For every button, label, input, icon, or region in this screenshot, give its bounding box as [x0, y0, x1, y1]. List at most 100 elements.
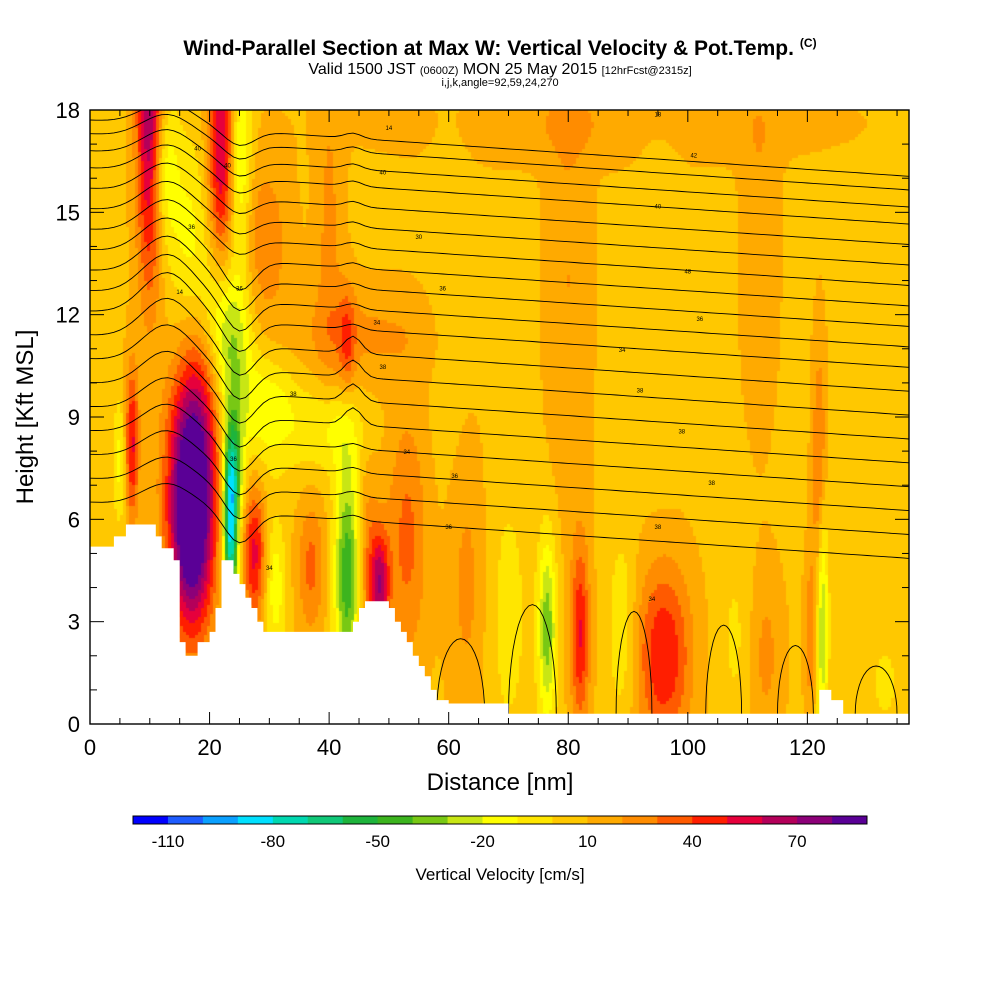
- colorbar-swatch: [167, 816, 204, 824]
- colorbar-swatch: [552, 816, 588, 824]
- contour-label: 36: [451, 474, 458, 480]
- x-tick-label: 40: [317, 735, 341, 760]
- theta-contour: [90, 483, 909, 559]
- contour-label: 14: [176, 290, 183, 296]
- x-tick-label: 80: [556, 735, 580, 760]
- y-tick-label: 18: [56, 98, 80, 123]
- colorbar-frame: [132, 815, 868, 825]
- contour-label: 40: [224, 164, 231, 170]
- x-tick-label: 100: [669, 735, 706, 760]
- colorbar-swatch: [482, 816, 518, 824]
- contour-label: 36: [188, 225, 195, 231]
- colorbar-swatch: [797, 816, 833, 824]
- contour-label: 38: [380, 365, 387, 371]
- colorbar-swatch: [272, 816, 309, 824]
- colorbar-swatch: [377, 816, 414, 824]
- theta-contour: [90, 129, 909, 208]
- contour-label: 40: [194, 147, 201, 153]
- theta-contour: [90, 199, 909, 286]
- colorbar-tick-label: -20: [470, 832, 495, 851]
- contour-labels: 4040361440301842404836143636343438383838…: [176, 112, 715, 602]
- chart-subtitle-indices: i,j,k,angle=92,59,24,270: [441, 77, 559, 89]
- theta-contour: [90, 377, 909, 464]
- colorbar-swatch: [342, 816, 379, 824]
- colorbar-swatch: [517, 816, 553, 824]
- contour-label: 40: [655, 205, 662, 211]
- colorbar-swatch: [727, 816, 763, 824]
- colorbar-tick-label: -50: [365, 832, 390, 851]
- theta-contour: [854, 665, 898, 714]
- y-tick-label: 9: [68, 405, 80, 430]
- theta-contour: [90, 110, 909, 177]
- colorbar-swatch: [657, 816, 693, 824]
- theta-contour: [615, 610, 653, 714]
- contour-label: 38: [708, 481, 715, 487]
- theta-contour: [777, 645, 814, 714]
- colorbar-swatch: [237, 816, 274, 824]
- chart-title: Wind-Parallel Section at Max W: Vertical…: [183, 36, 817, 60]
- chart-subtitle: Valid 1500 JST (0600Z) MON 25 May 2015 […: [308, 61, 692, 78]
- colorbar-swatch: [447, 816, 483, 824]
- y-tick-label: 0: [68, 712, 80, 737]
- colorbar-tick-label: -110: [152, 832, 185, 851]
- theta-contour: [508, 604, 557, 714]
- colorbar-tick-label: 10: [578, 832, 597, 851]
- theta-contour: [90, 180, 909, 266]
- colorbar-label: Vertical Velocity [cm/s]: [415, 865, 584, 884]
- theta-contour: [90, 162, 909, 245]
- contour-label: 34: [619, 348, 626, 354]
- theta-contour: [90, 217, 909, 307]
- colorbar-swatch: [692, 816, 728, 824]
- theta-contour: [90, 297, 909, 392]
- colorbar-swatch: [307, 816, 344, 824]
- contour-label: 38: [678, 430, 685, 436]
- colorbar-swatch: [202, 816, 239, 824]
- theta-contour: [436, 638, 486, 714]
- colorbar-swatch: [587, 816, 623, 824]
- x-tick-label: 0: [84, 735, 96, 760]
- colorbar-swatch: [832, 816, 868, 824]
- contour-label: 36: [696, 317, 703, 323]
- contour-label: 36: [230, 457, 237, 463]
- colorbar-swatch: [133, 816, 169, 824]
- contour-label: 34: [374, 321, 381, 327]
- y-axis-label: Height [Kft MSL]: [12, 330, 39, 505]
- x-tick-label: 120: [789, 735, 826, 760]
- colorbar-swatch: [622, 816, 658, 824]
- theta-contour: [90, 235, 909, 327]
- theta-contour: [90, 253, 909, 348]
- colorbar-tick-label: 70: [788, 832, 807, 851]
- colorbar-swatch: [412, 816, 448, 824]
- x-axis-label: Distance [nm]: [427, 769, 574, 796]
- theta-contour: [90, 403, 909, 488]
- contour-label: 40: [380, 170, 387, 176]
- contour-label: 14: [386, 126, 393, 132]
- theta-contour: [90, 113, 909, 191]
- contour-label: 36: [445, 525, 452, 531]
- theta-contour: [90, 324, 909, 416]
- y-tick-label: 3: [68, 610, 80, 635]
- contour-label: 38: [637, 389, 644, 395]
- theta-contour: [90, 272, 909, 368]
- contour-label: 34: [403, 450, 410, 456]
- x-tick-label: 20: [197, 735, 221, 760]
- theta-contour: [705, 624, 743, 714]
- theta-contour: [90, 144, 909, 225]
- terrain-mask: [90, 524, 909, 724]
- contour-label: 30: [415, 235, 422, 241]
- y-tick-label: 6: [68, 507, 80, 532]
- y-tick-label: 15: [56, 200, 80, 225]
- y-tick-label: 12: [56, 303, 80, 328]
- theta-contour: [90, 456, 909, 535]
- colorbar-swatch: [762, 816, 798, 824]
- contour-label: 34: [649, 597, 656, 603]
- contour-label: 38: [655, 525, 662, 531]
- potential-temperature-contours: [90, 110, 909, 714]
- colorbar: -110 -80 -50 -20 10 40 70: [132, 815, 868, 851]
- theta-contour: [90, 350, 909, 440]
- x-tick-label: 60: [436, 735, 460, 760]
- contour-label: 42: [690, 153, 697, 159]
- contour-label: 48: [684, 269, 691, 275]
